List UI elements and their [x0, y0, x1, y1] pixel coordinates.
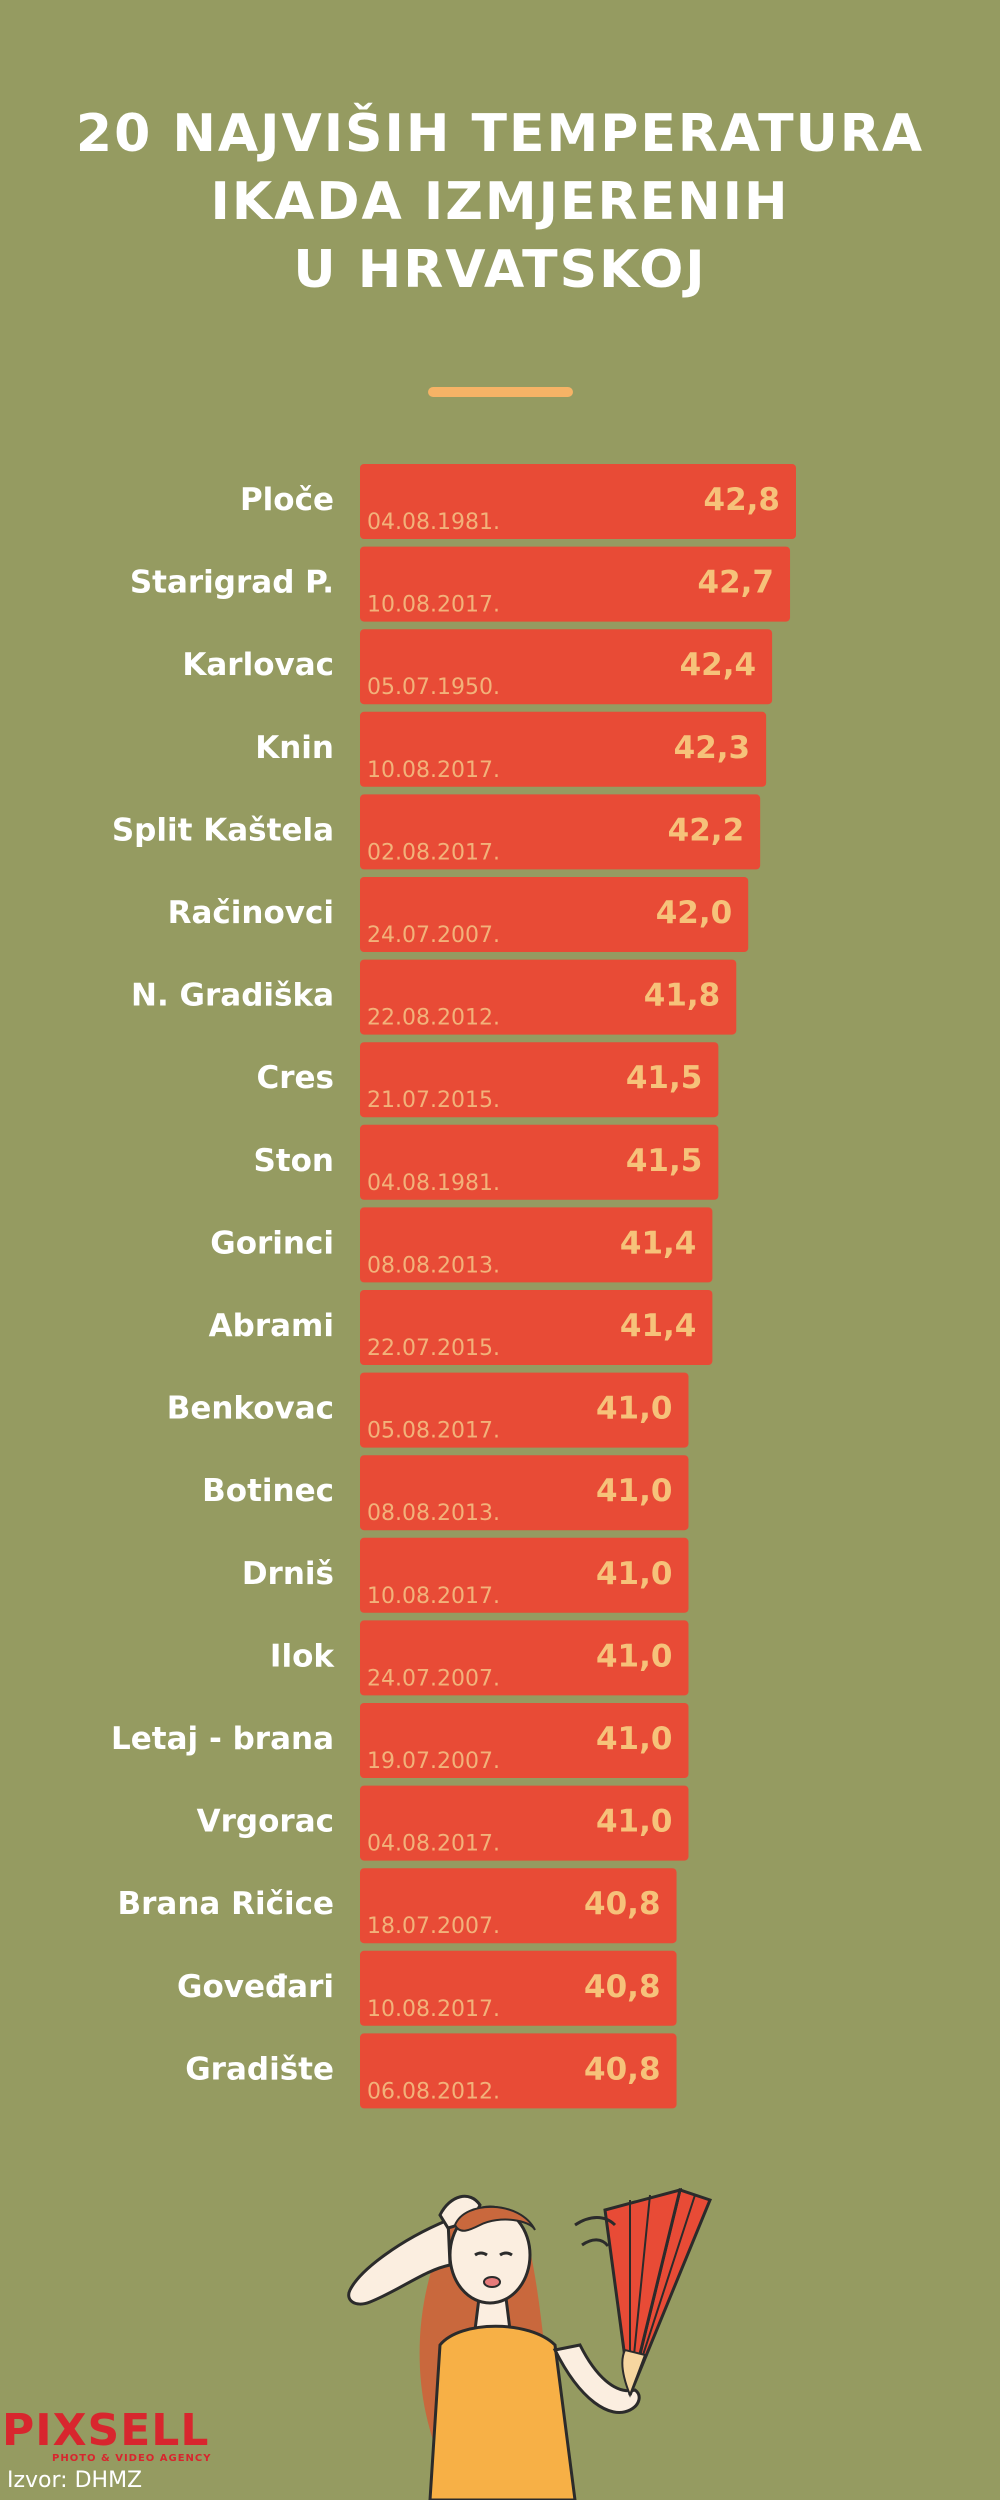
- date-label: 22.07.2015.: [367, 1336, 500, 1361]
- value-label: 41,5: [626, 1143, 703, 1179]
- date-label: 08.08.2013.: [367, 1253, 500, 1278]
- value-label: 41,8: [644, 978, 721, 1014]
- value-label: 40,8: [584, 1886, 661, 1922]
- bar-5: [360, 794, 761, 870]
- value-label: 41,0: [596, 1638, 673, 1674]
- category-label: Goveđari: [177, 1969, 334, 2005]
- bar-16: [360, 1703, 689, 1778]
- date-label: 05.08.2017.: [367, 1419, 500, 1444]
- source-note: Izvor: DHMZ: [7, 2468, 143, 2493]
- date-label: 22.08.2012.: [367, 1006, 500, 1031]
- bar-3: [360, 629, 773, 705]
- bar-9: [360, 1124, 719, 1200]
- value-label: 41,4: [620, 1308, 697, 1344]
- date-label: 06.08.2012.: [367, 2079, 500, 2104]
- value-label: 42,4: [680, 647, 757, 683]
- bar-4: [360, 711, 767, 787]
- date-label: 10.08.2017.: [367, 1584, 500, 1609]
- title-line-1: 20 NAJVIŠIH TEMPERATURA: [75, 104, 925, 164]
- value-label: 41,0: [596, 1391, 673, 1427]
- category-label: N. Gradiška: [131, 978, 334, 1014]
- date-label: 18.07.2007.: [367, 1914, 500, 1939]
- category-label: Gorinci: [210, 1225, 334, 1261]
- value-label: 41,4: [620, 1225, 697, 1261]
- category-label: Botinec: [202, 1473, 334, 1509]
- date-label: 10.08.2017.: [367, 1997, 500, 2022]
- date-label: 04.08.2017.: [367, 1832, 500, 1857]
- category-label: Knin: [255, 730, 334, 766]
- date-label: 24.07.2007.: [367, 1666, 500, 1691]
- bar-1: [360, 464, 796, 539]
- value-label: 42,3: [674, 730, 751, 766]
- category-label: Račinovci: [168, 895, 334, 931]
- pixsell-logo: PIXSELL PHOTO & VIDEO AGENCY: [2, 2405, 232, 2465]
- category-label: Ston: [253, 1143, 334, 1179]
- chart-title: 20 NAJVIŠIH TEMPERATURA IKADA IZMJERENIH…: [0, 100, 1000, 304]
- value-label: 41,0: [596, 1721, 673, 1757]
- category-label: Brana Ričice: [117, 1886, 334, 1922]
- category-label: Vrgorac: [197, 1804, 334, 1840]
- bar-8: [360, 1042, 719, 1118]
- bar-14: [360, 1537, 689, 1613]
- category-label: Starigrad P.: [130, 565, 334, 601]
- title-line-2: IKADA IZMJERENIH: [210, 172, 790, 232]
- bar-13: [360, 1455, 689, 1531]
- bar-11: [360, 1290, 713, 1365]
- category-label: Letaj - brana: [111, 1721, 334, 1757]
- date-label: 19.07.2007.: [367, 1749, 500, 1774]
- date-label: 05.07.1950.: [367, 675, 500, 700]
- date-label: 10.08.2017.: [367, 593, 500, 618]
- value-label: 41,5: [626, 1060, 703, 1096]
- bar-10: [360, 1207, 713, 1283]
- category-label: Abrami: [209, 1308, 334, 1344]
- date-label: 04.08.1981.: [367, 510, 500, 535]
- date-label: 10.08.2017.: [367, 758, 500, 783]
- value-label: 42,8: [704, 482, 781, 518]
- category-label: Drniš: [242, 1556, 334, 1592]
- category-label: Benkovac: [167, 1391, 334, 1427]
- accent-divider: [428, 387, 573, 397]
- category-label: Ploče: [240, 482, 334, 518]
- date-label: 21.07.2015.: [367, 1088, 500, 1113]
- bar-7: [360, 959, 737, 1035]
- category-label: Cres: [256, 1060, 334, 1096]
- bar-2: [360, 546, 791, 622]
- value-label: 42,0: [656, 895, 733, 931]
- value-label: 42,7: [698, 565, 775, 601]
- category-label: Split Kaštela: [112, 812, 334, 848]
- date-label: 04.08.1981.: [367, 1171, 500, 1196]
- value-label: 40,8: [584, 1969, 661, 2005]
- title-line-3: U HRVATSKOJ: [293, 240, 707, 300]
- logo-sub-text: PHOTO & VIDEO AGENCY: [52, 2453, 212, 2464]
- category-label: Gradište: [185, 2051, 334, 2087]
- value-label: 40,8: [584, 2051, 661, 2087]
- bar-18: [360, 1868, 677, 1944]
- value-label: 42,2: [668, 812, 745, 848]
- bar-6: [360, 877, 749, 952]
- category-label: Karlovac: [182, 647, 334, 683]
- value-label: 41,0: [596, 1473, 673, 1509]
- bar-15: [360, 1620, 689, 1696]
- woman-with-fan-illustration: [347, 2187, 712, 2500]
- logo-main-text: PIXSELL: [2, 2405, 210, 2456]
- bar-20: [360, 2033, 677, 2109]
- value-label: 41,0: [596, 1804, 673, 1840]
- date-label: 02.08.2017.: [367, 840, 500, 865]
- date-label: 08.08.2013.: [367, 1501, 500, 1526]
- bar-12: [360, 1372, 689, 1448]
- bar-17: [360, 1785, 689, 1861]
- category-label: Ilok: [270, 1638, 335, 1674]
- value-label: 41,0: [596, 1556, 673, 1592]
- bar-19: [360, 1950, 677, 2026]
- date-label: 24.07.2007.: [367, 923, 500, 948]
